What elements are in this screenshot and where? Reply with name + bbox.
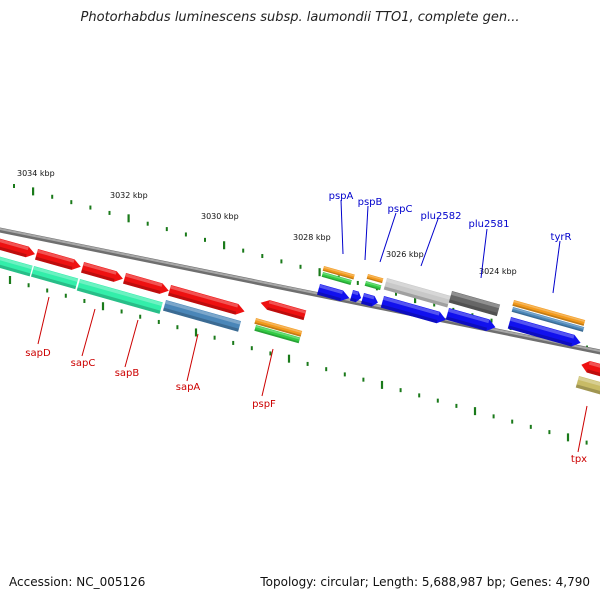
leader-line [364, 205, 369, 261]
gene-arrow-sapD [0, 238, 36, 258]
leader-line [379, 212, 397, 263]
gene-label-plu2582: plu2582 [421, 211, 462, 222]
scale-labels: 3034 kbp 3032 kbp 3030 kbp 3028 kbp 3026 kbp… [17, 169, 517, 276]
gene-arrow-sapB-2 [123, 273, 169, 294]
gene-label-sapB: sapB [115, 368, 140, 379]
pspA-green [321, 272, 352, 285]
gene-label-sapD: sapD [25, 348, 51, 359]
tpx-band [575, 376, 600, 396]
gene-arrow-pspA [317, 284, 350, 302]
gene-arrow-plu2582 [380, 296, 446, 324]
gene-arrow-sapC [35, 249, 81, 270]
scale-label: 3032 kbp [110, 191, 148, 200]
leader-line [37, 296, 50, 345]
gene-label-sapA: sapA [176, 382, 201, 393]
leader-line [340, 199, 344, 255]
map-title: Photorhabdus luminescens subsp. laumondi… [80, 10, 520, 25]
gene-arrow-tpx [581, 360, 600, 378]
cds-band-4 [163, 300, 242, 332]
leader-line [186, 333, 199, 382]
leader-line [552, 240, 561, 294]
leader-line [261, 348, 274, 397]
cds-band-1 [0, 256, 33, 277]
pspA-orange [322, 266, 355, 280]
label-leaders [37, 199, 588, 453]
features [0, 238, 600, 396]
gene-arrow-sapB [81, 262, 123, 282]
gene-arrow-pspF [260, 300, 307, 321]
scale-label: 3024 kbp [479, 267, 517, 276]
cds-band-2 [31, 266, 79, 290]
backbone-highlight [0, 227, 600, 353]
leader-line [420, 218, 439, 267]
leader-line [81, 308, 96, 357]
gene-label-sapC: sapC [71, 358, 96, 369]
pspF-green [254, 325, 301, 344]
gene-arrow-plu2581 [445, 308, 496, 331]
gene-label-tpx: tpx [571, 454, 587, 465]
genome-summary: Topology: circular; Length: 5,688,987 bp… [260, 575, 590, 589]
gene-label-plu2581: plu2581 [469, 219, 510, 230]
gene-label-pspC: pspC [388, 204, 413, 215]
leader-line [480, 228, 488, 279]
gene-arrow-tyrR [507, 317, 581, 347]
gene-arrow-sapA [168, 285, 245, 315]
scale-label: 3028 kbp [293, 233, 331, 242]
cds-band-3 [76, 279, 163, 314]
gene-labels: pspA pspB pspC plu2582 plu2581 tyrR sapD sapC sa… [25, 191, 587, 465]
gene-arrow-pspC [361, 293, 378, 307]
gene-label-pspA: pspA [329, 191, 354, 202]
tick-row-bottom [8, 276, 588, 445]
gene-label-tyrR: tyrR [551, 232, 572, 243]
gene-label-pspB: pspB [358, 197, 383, 208]
scale-label: 3030 kbp [201, 212, 239, 221]
pspB-green [364, 281, 382, 291]
gene-label-pspF: pspF [252, 399, 276, 410]
scale-label: 3026 kbp [386, 250, 424, 259]
pspF-orange [254, 318, 303, 337]
tyrR-orange [512, 300, 586, 326]
backbone [0, 227, 600, 355]
accession-text: Accession: NC_005126 [9, 575, 146, 589]
plu2582-band [383, 278, 451, 308]
gene-arrow-pspB [350, 290, 362, 303]
leader-line [124, 319, 139, 368]
plu2581-band [448, 291, 501, 317]
leader-line [577, 405, 588, 453]
pspB-orange [366, 274, 384, 284]
scale-label: 3034 kbp [17, 169, 55, 178]
tyrR-steel [511, 307, 585, 332]
